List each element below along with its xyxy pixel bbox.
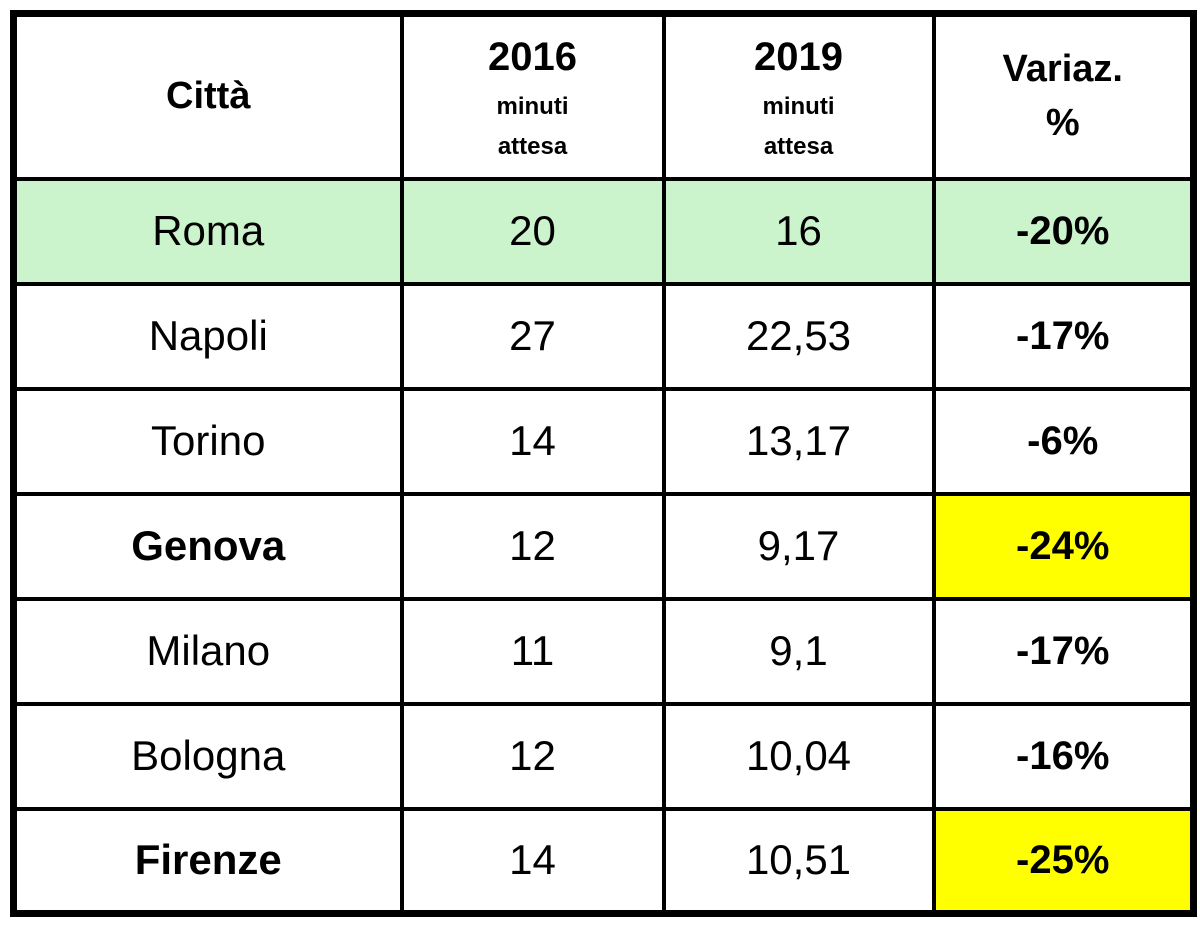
cell-2016-value: 11 (399, 596, 666, 706)
header-variation-line1: Variaz. (1002, 48, 1123, 91)
table-row-roma: Roma 20 16 -20% (11, 176, 1196, 286)
table-row-napoli: Napoli 27 22,53 -17% (11, 281, 1196, 391)
table-row-bologna: Bologna 12 10,04 -16% (11, 701, 1196, 811)
header-2016-sub2: attesa (497, 132, 568, 160)
header-variation-line2: % (1045, 101, 1080, 144)
cell-2019-value: 9,17 (661, 491, 936, 601)
cell-city: Genova (11, 491, 404, 601)
cell-2019-value: 10,04 (661, 701, 936, 811)
wait-times-table: Città 2016 minuti attesa 2019 minuti att… (10, 10, 1197, 917)
cell-variation-highlighted: -25% (931, 806, 1196, 916)
cell-variation: -17% (931, 596, 1196, 706)
cell-variation: -6% (931, 386, 1196, 496)
cell-2016-value: 27 (399, 281, 666, 391)
cell-city: Bologna (11, 701, 404, 811)
cell-city: Napoli (11, 281, 404, 391)
cell-city: Firenze (11, 806, 404, 916)
header-2019-sub2: attesa (763, 132, 834, 160)
table-row-milano: Milano 11 9,1 -17% (11, 596, 1196, 706)
cell-2019-value: 16 (661, 176, 936, 286)
cell-city: Torino (11, 386, 404, 496)
cell-city: Roma (11, 176, 404, 286)
cell-2016-value: 20 (399, 176, 666, 286)
cell-2019-value: 22,53 (661, 281, 936, 391)
header-2019-sub1: minuti (762, 92, 835, 120)
header-2016-year: 2016 (488, 34, 577, 79)
cell-variation: -17% (931, 281, 1196, 391)
cell-2016-value: 14 (399, 806, 666, 916)
cell-city: Milano (11, 596, 404, 706)
cell-2019-value: 9,1 (661, 596, 936, 706)
column-header-city: Città (11, 11, 404, 181)
table-row-torino: Torino 14 13,17 -6% (11, 386, 1196, 496)
cell-variation: -20% (931, 176, 1196, 286)
cell-2019-value: 10,51 (661, 806, 936, 916)
cell-variation-highlighted: -24% (931, 491, 1196, 601)
cell-variation: -16% (931, 701, 1196, 811)
column-header-2019: 2019 minuti attesa (661, 11, 936, 181)
cell-2016-value: 14 (399, 386, 666, 496)
header-2019-year: 2019 (754, 34, 843, 79)
table-row-firenze: Firenze 14 10,51 -25% (11, 806, 1196, 916)
cell-2016-value: 12 (399, 701, 666, 811)
cell-2019-value: 13,17 (661, 386, 936, 496)
table-row-genova: Genova 12 9,17 -24% (11, 491, 1196, 601)
header-2016-sub1: minuti (496, 92, 569, 120)
column-header-variation: Variaz. % (931, 11, 1196, 181)
header-city-label: Città (166, 75, 251, 118)
cell-2016-value: 12 (399, 491, 666, 601)
header-row: Città 2016 minuti attesa 2019 minuti att… (11, 11, 1196, 181)
column-header-2016: 2016 minuti attesa (399, 11, 666, 181)
